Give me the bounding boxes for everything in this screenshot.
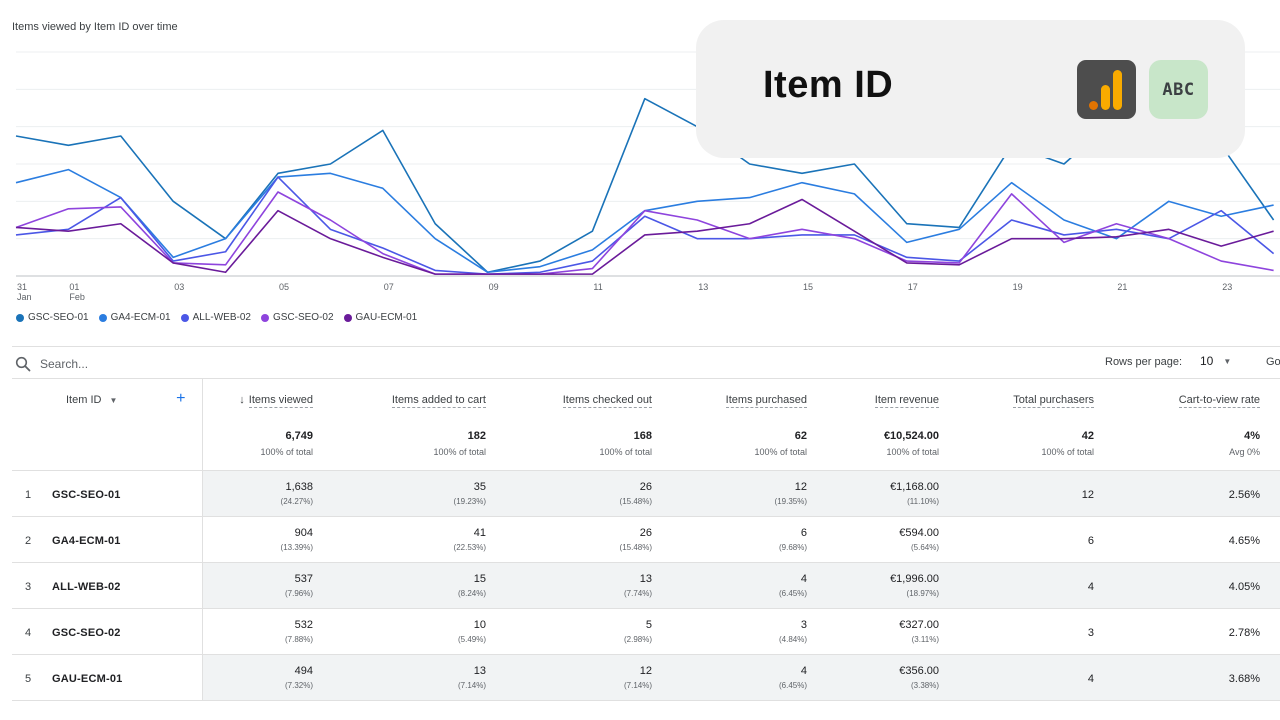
legend-item[interactable]: GA4-ECM-01: [98, 312, 171, 323]
table-toolbar: Rows per page: 10 ▼ Go: [12, 352, 1280, 376]
x-tick-label: 31: [17, 282, 27, 292]
column-header-total-purchasers[interactable]: Total purchasers: [959, 378, 1114, 421]
total-cell: 182 100% of total: [333, 420, 506, 471]
column-header-cart-to-view-rate[interactable]: Cart-to-view rate: [1114, 378, 1280, 421]
rows-per-page-label: Rows per page:: [1105, 356, 1183, 368]
table-row[interactable]: 5 GAU-ECM-01 494 (7.32%) 13 (7.14%) 12 (7.14…: [12, 654, 1280, 701]
total-cell: 42 100% of total: [959, 420, 1114, 471]
x-tick-label: 19: [1013, 282, 1023, 292]
row-rank: 4: [25, 626, 32, 639]
chart-title: Items viewed by Item ID over time: [12, 21, 178, 33]
legend-item[interactable]: GAU-ECM-01: [343, 312, 418, 323]
text-abc-icon: ABC: [1149, 60, 1208, 119]
table-row[interactable]: 4 GSC-SEO-02 532 (7.88%) 10 (5.49%) 5 (2.98%…: [12, 608, 1280, 655]
chart-legend: GSC-SEO-01 GA4-ECM-01 ALL-WEB-02 GSC-SEO-02…: [16, 312, 417, 323]
series-line-ga4-ecm-01[interactable]: [15, 168, 1274, 274]
legend-item[interactable]: GSC-SEO-01: [16, 312, 89, 323]
caret-down-icon: ▼: [109, 395, 118, 405]
series-line-gsc-seo-02[interactable]: [15, 191, 1274, 275]
x-tick-label: 01: [69, 282, 79, 292]
item-id: GAU-ECM-01: [52, 672, 123, 685]
overlay-title: Item ID: [763, 64, 894, 106]
total-cell: 4% Avg 0%: [1114, 420, 1280, 471]
column-header-items-checked-out[interactable]: Items checked out: [506, 378, 672, 421]
rows-per-page-select[interactable]: 10 ▼: [1200, 354, 1231, 368]
legend-label: GSC-SEO-01: [28, 312, 89, 323]
x-tick-label: 11: [593, 282, 602, 292]
item-id: GA4-ECM-01: [52, 534, 121, 547]
totals-dim-cell: [12, 420, 203, 471]
legend-item[interactable]: GSC-SEO-02: [260, 312, 334, 323]
item-id: ALL-WEB-02: [52, 580, 121, 593]
divider: [12, 346, 1280, 347]
legend-dot-icon: [343, 313, 352, 322]
table-row[interactable]: 1 GSC-SEO-01 1,638 (24.27%) 35 (19.23%) 26(…: [12, 470, 1280, 517]
caret-down-icon: ▼: [1223, 356, 1232, 366]
x-tick-label: 13: [698, 282, 708, 292]
x-tick-sublabel: Jan: [17, 292, 32, 302]
x-tick-label: 09: [489, 282, 499, 292]
column-header-items-added-to-cart[interactable]: Items added to cart: [333, 378, 506, 421]
legend-item[interactable]: ALL-WEB-02: [180, 312, 251, 323]
total-cell: 168 100% of total: [506, 420, 672, 471]
item-id: GSC-SEO-02: [52, 626, 121, 639]
data-table: Item ID ▼ + ↓ Items viewed Items added to …: [12, 378, 1280, 701]
table-row[interactable]: 3 ALL-WEB-02 537 (7.96%) 15 (8.24%) 13 (7.74…: [12, 562, 1280, 609]
total-cell: 62 100% of total: [672, 420, 827, 471]
legend-dot-icon: [16, 313, 24, 322]
dimension-header-label: Item ID: [66, 393, 102, 406]
legend-label: GAU-ECM-01: [355, 312, 418, 323]
dimension-header[interactable]: Item ID ▼ +: [12, 378, 203, 421]
row-rank: 2: [25, 534, 32, 547]
row-rank: 3: [25, 580, 32, 593]
column-header-items-viewed[interactable]: ↓ Items viewed: [202, 378, 333, 421]
x-tick-label: 21: [1117, 282, 1127, 292]
add-dimension-icon[interactable]: +: [176, 390, 186, 407]
total-cell: 6,749 100% of total: [202, 420, 333, 471]
x-tick-label: 07: [384, 282, 394, 292]
table-row[interactable]: 2 GA4-ECM-01 904 (13.39%) 41 (22.53%) 26 (15…: [12, 516, 1280, 563]
x-tick-label: 03: [174, 282, 184, 292]
dimension-overlay-card: Item ID ABC: [696, 20, 1245, 158]
x-tick-label: 23: [1222, 282, 1232, 292]
total-cell: €10,524.00 100% of total: [827, 420, 959, 471]
row-rank: 1: [25, 488, 32, 501]
sort-arrow-icon: ↓: [239, 393, 245, 406]
legend-label: GA4-ECM-01: [110, 312, 171, 323]
series-line-gau-ecm-01[interactable]: [15, 198, 1274, 275]
legend-label: GSC-SEO-02: [272, 312, 334, 323]
row-rank: 5: [25, 672, 32, 685]
legend-label: ALL-WEB-02: [192, 312, 251, 323]
item-id: GSC-SEO-01: [52, 488, 121, 501]
totals-row: 6,749 100% of total 182 100% of total 168 1…: [12, 420, 1280, 471]
goto-label: Go: [1266, 356, 1280, 368]
x-tick-label: 15: [803, 282, 813, 292]
legend-dot-icon: [98, 313, 107, 322]
x-tick-label: 05: [279, 282, 289, 292]
column-header-items-purchased[interactable]: Items purchased: [672, 378, 827, 421]
rows-per-page-value: 10: [1200, 354, 1214, 368]
x-tick-label: 17: [908, 282, 918, 292]
search-input[interactable]: [40, 357, 240, 371]
legend-dot-icon: [180, 313, 189, 322]
x-tick-sublabel: Feb: [69, 292, 85, 302]
series-line-all-web-02[interactable]: [15, 176, 1275, 275]
column-header-item-revenue[interactable]: Item revenue: [827, 378, 959, 421]
search-icon[interactable]: [12, 353, 34, 375]
legend-dot-icon: [260, 313, 269, 322]
analytics-icon: [1077, 60, 1136, 119]
